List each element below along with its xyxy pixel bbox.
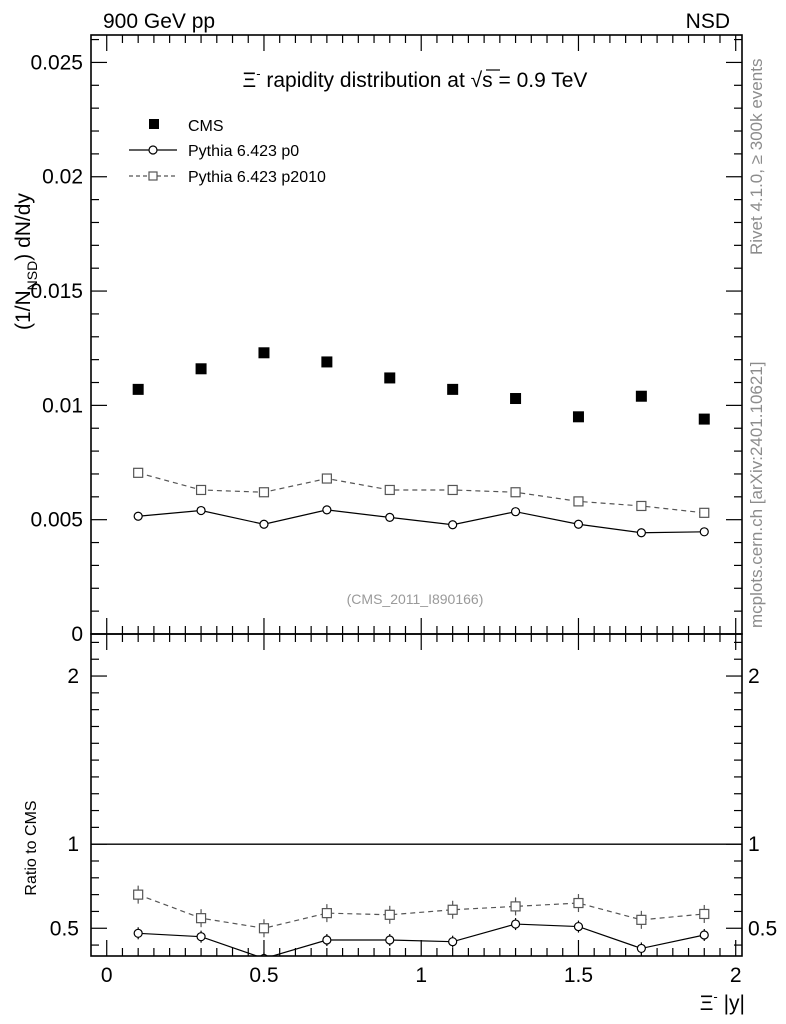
cms-point [635, 390, 647, 402]
p0-series-line [138, 509, 705, 534]
main-ylabel: (1/NNSD) dN/dy [12, 193, 40, 330]
main-ytick-label: 0.02 [42, 166, 83, 189]
ratio-ylabel: Ratio to CMS [23, 800, 40, 895]
cms-point [510, 393, 522, 405]
header-left-label: 900 GeV pp [103, 10, 215, 33]
p0-point [322, 505, 332, 515]
ratio-p0-line [138, 923, 705, 956]
ratio-ytick-label-left: 1 [67, 833, 79, 856]
cms-point [572, 411, 584, 423]
ratio-p0-point [636, 943, 646, 954]
p0-point [196, 505, 206, 516]
mcplots-note: mcplots.cern.ch [arXiv:2401.10621] [747, 362, 766, 628]
main-ytick-label: 0 [71, 623, 83, 646]
ratio-p2010-point [258, 923, 270, 934]
ratio-p2010-point [133, 889, 144, 900]
cms-point [132, 383, 144, 395]
ratio-p0-point [448, 937, 458, 947]
ratio-ytick-label-right: 2 [748, 665, 760, 688]
cms-point [384, 372, 396, 384]
ratio-p2010-point [699, 908, 710, 920]
p2010-point [195, 484, 207, 496]
ratio-xtick-label: 0 [101, 964, 113, 987]
cms-point [698, 413, 710, 425]
main-data-marks [132, 347, 710, 538]
ratio-xtick-label: 0.5 [249, 964, 278, 987]
main-panel: Ξ- rapidity distribution at √s = 0.9 TeV… [12, 34, 743, 646]
legend-p2010-label: Pythia 6.423 p2010 [188, 169, 326, 186]
p2010-point [510, 487, 521, 498]
p0-point [573, 519, 584, 529]
ratio-ytick-label-right: 0.5 [748, 917, 777, 940]
ratio-p0-point [699, 930, 709, 940]
ratio-ytick-label-right: 1 [748, 833, 760, 856]
ratio-p2010-point [636, 914, 647, 925]
p0-point [133, 511, 143, 521]
legend-p0-marker [148, 145, 158, 155]
p0-point [636, 528, 646, 538]
p2010-point [321, 473, 332, 484]
ratio-ytick-label-left: 0.5 [50, 917, 79, 940]
p2010-series-line [138, 472, 705, 514]
legend-cms-label: CMS [188, 118, 224, 135]
p0-point [385, 512, 395, 523]
ratio-data-marks [133, 885, 710, 956]
ratio-ticks: 0.5 0.5 1 1 2 2 0 0.5 1 1.5 2 [50, 634, 777, 987]
ratio-p0-point [322, 935, 332, 945]
main-ytick-label: 0.025 [30, 51, 83, 74]
p0-point [448, 520, 458, 530]
main-ytick-label: 0.015 [30, 280, 83, 303]
cms-point [447, 383, 459, 395]
cms-point [195, 363, 207, 375]
legend-cms-marker [149, 119, 159, 129]
ratio-frame [90, 633, 743, 957]
analysis-id-label: (CMS_2011_I890166) [347, 591, 484, 607]
ratio-xtick-label: 2 [730, 964, 742, 987]
ratio-p2010-line [137, 894, 705, 929]
p2010-point [573, 496, 584, 507]
main-ytick-label: 0.01 [42, 394, 83, 417]
p0-point [259, 519, 269, 529]
main-title: Ξ- rapidity distribution at √s = 0.9 TeV [243, 66, 588, 92]
ratio-p0-point [385, 935, 395, 945]
rivet-note: Rivet 4.1.0, ≥ 300k events [747, 59, 766, 255]
p2010-point [133, 467, 144, 478]
main-ytick-label: 0.005 [30, 509, 83, 532]
p2010-point [258, 487, 270, 498]
ratio-p2010-point [510, 901, 521, 912]
ratio-p2010-point [447, 904, 458, 915]
ratio-p2010-point [384, 909, 395, 920]
ratio-p0-point [133, 928, 143, 938]
header-right-label: NSD [686, 10, 730, 33]
p0-point [510, 507, 521, 517]
ratio-panel: 0.5 0.5 1 1 2 2 0 0.5 1 1.5 2 Ratio to CMS Ξ- |y| [23, 633, 777, 1015]
main-ticks: 0 0.005 0.01 0.015 0.02 0.025 [30, 35, 742, 646]
ratio-p0-point [573, 921, 584, 932]
ratio-xtick-label: 1 [415, 964, 427, 987]
p2010-point [384, 484, 395, 496]
ratio-xtick-label: 1.5 [564, 964, 593, 987]
legend-p2010-marker [148, 171, 158, 181]
p0-point [699, 527, 709, 537]
ratio-p2010-point [321, 908, 332, 919]
p2010-point [636, 500, 647, 512]
ratio-p2010-point [573, 897, 584, 909]
ratio-p0-point [196, 932, 206, 942]
ratio-clipped-marks [133, 885, 710, 956]
cms-point [258, 347, 270, 359]
legend-p0-label: Pythia 6.423 p0 [188, 143, 299, 160]
p2010-point [699, 507, 710, 518]
p2010-point [447, 484, 458, 496]
ratio-p2010-point [195, 913, 207, 924]
legend: CMS Pythia 6.423 p0 Pythia 6.423 p2010 [129, 118, 326, 186]
cms-point [321, 356, 333, 368]
ratio-p0-point [510, 919, 521, 929]
ratio-xlabel: Ξ- |y| [700, 989, 745, 1015]
ratio-ytick-label-left: 2 [67, 665, 79, 688]
